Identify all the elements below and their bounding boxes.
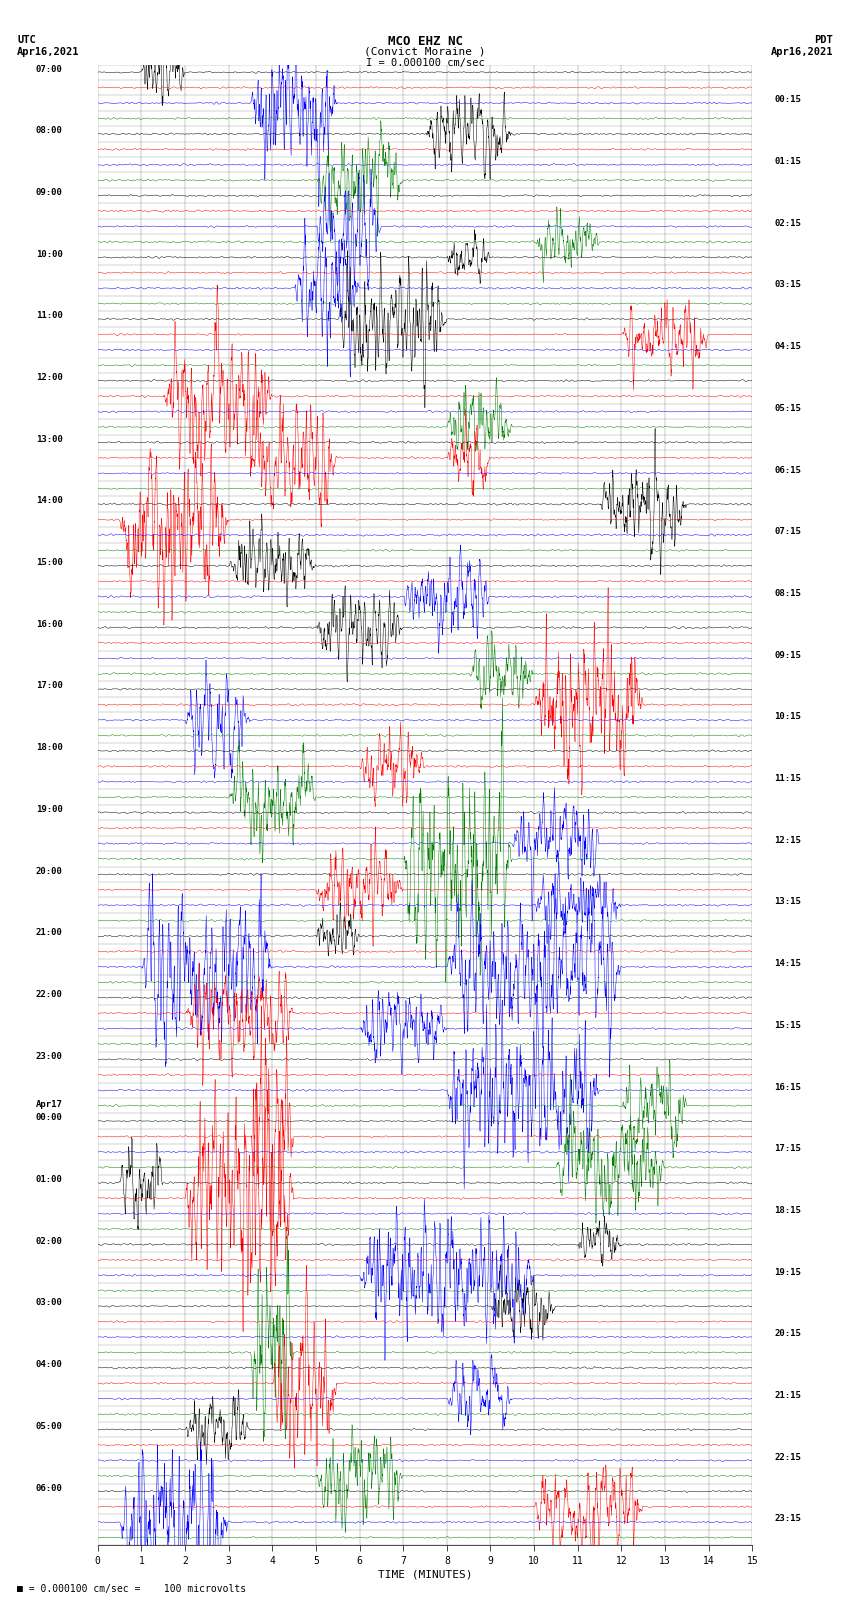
Text: 20:00: 20:00 <box>36 866 63 876</box>
Text: 13:00: 13:00 <box>36 436 63 444</box>
Text: 14:15: 14:15 <box>774 960 801 968</box>
Text: 01:15: 01:15 <box>774 156 801 166</box>
Text: 07:00: 07:00 <box>36 65 63 74</box>
Text: 08:15: 08:15 <box>774 589 801 598</box>
Text: 04:00: 04:00 <box>36 1360 63 1369</box>
Text: 05:00: 05:00 <box>36 1423 63 1431</box>
Text: 22:15: 22:15 <box>774 1453 801 1461</box>
Text: 22:00: 22:00 <box>36 990 63 998</box>
Text: 00:15: 00:15 <box>774 95 801 105</box>
Text: 23:00: 23:00 <box>36 1052 63 1061</box>
Text: I = 0.000100 cm/sec: I = 0.000100 cm/sec <box>366 58 484 68</box>
Text: 21:15: 21:15 <box>774 1390 801 1400</box>
Text: 12:00: 12:00 <box>36 373 63 382</box>
Text: 14:00: 14:00 <box>36 497 63 505</box>
Text: 18:15: 18:15 <box>774 1207 801 1215</box>
Text: Apr17: Apr17 <box>36 1100 63 1108</box>
Text: (Convict Moraine ): (Convict Moraine ) <box>365 47 485 56</box>
Text: Apr16,2021: Apr16,2021 <box>17 47 80 56</box>
Text: 12:15: 12:15 <box>774 836 801 845</box>
Text: UTC: UTC <box>17 35 36 45</box>
Text: 03:15: 03:15 <box>774 281 801 289</box>
Text: 07:15: 07:15 <box>774 527 801 536</box>
Text: PDT: PDT <box>814 35 833 45</box>
Text: 15:15: 15:15 <box>774 1021 801 1029</box>
Text: 10:00: 10:00 <box>36 250 63 258</box>
Text: 15:00: 15:00 <box>36 558 63 568</box>
Text: MCO EHZ NC: MCO EHZ NC <box>388 35 462 48</box>
Text: Apr16,2021: Apr16,2021 <box>770 47 833 56</box>
Text: 02:15: 02:15 <box>774 219 801 227</box>
Text: 05:15: 05:15 <box>774 403 801 413</box>
Text: 00:00: 00:00 <box>36 1113 63 1123</box>
Text: 02:00: 02:00 <box>36 1237 63 1245</box>
Text: 11:15: 11:15 <box>774 774 801 782</box>
Text: 17:00: 17:00 <box>36 681 63 690</box>
Text: 17:15: 17:15 <box>774 1144 801 1153</box>
Text: 21:00: 21:00 <box>36 927 63 937</box>
Text: 11:00: 11:00 <box>36 311 63 321</box>
Text: 04:15: 04:15 <box>774 342 801 352</box>
Text: 23:15: 23:15 <box>774 1515 801 1523</box>
Text: 08:00: 08:00 <box>36 126 63 135</box>
Text: 10:15: 10:15 <box>774 713 801 721</box>
Text: 09:15: 09:15 <box>774 650 801 660</box>
Text: 13:15: 13:15 <box>774 897 801 907</box>
Text: 16:15: 16:15 <box>774 1082 801 1092</box>
X-axis label: TIME (MINUTES): TIME (MINUTES) <box>377 1569 473 1579</box>
Text: 06:15: 06:15 <box>774 466 801 474</box>
Text: 01:00: 01:00 <box>36 1174 63 1184</box>
Text: 03:00: 03:00 <box>36 1298 63 1308</box>
Text: 19:15: 19:15 <box>774 1268 801 1276</box>
Text: 18:00: 18:00 <box>36 744 63 752</box>
Text: 20:15: 20:15 <box>774 1329 801 1339</box>
Text: ■ = 0.000100 cm/sec =    100 microvolts: ■ = 0.000100 cm/sec = 100 microvolts <box>17 1584 246 1594</box>
Text: 19:00: 19:00 <box>36 805 63 815</box>
Text: 09:00: 09:00 <box>36 187 63 197</box>
Text: 16:00: 16:00 <box>36 619 63 629</box>
Text: 06:00: 06:00 <box>36 1484 63 1492</box>
